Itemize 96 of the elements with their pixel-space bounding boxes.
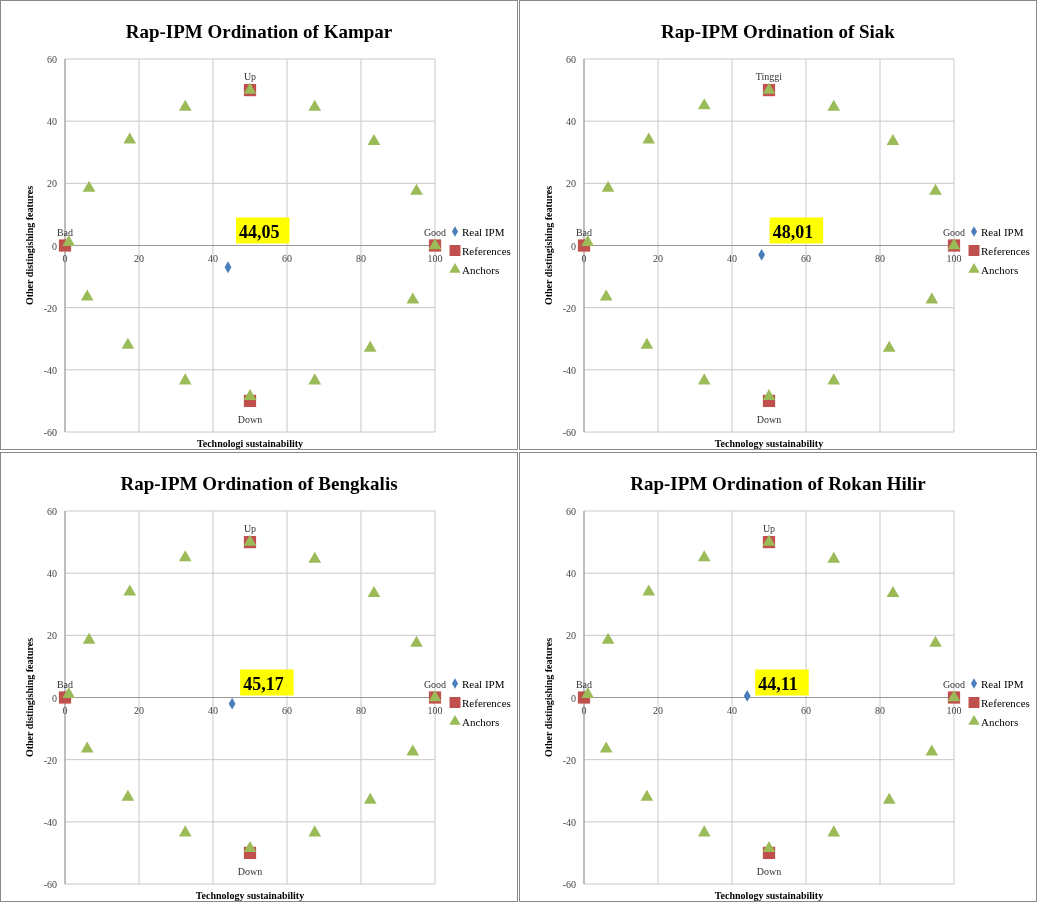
y-tick-label: 20 [566, 178, 576, 190]
x-tick-label: 40 [208, 252, 218, 264]
x-tick-label: 0 [581, 704, 587, 716]
annotation: Bad [56, 678, 74, 690]
x-tick-label: 20 [653, 704, 663, 716]
legend-label: References [981, 696, 1030, 709]
y-tick-label: -40 [562, 364, 576, 376]
chart-title: Rap-IPM Ordination of Kampar [125, 21, 393, 42]
x-tick-label: 60 [801, 704, 811, 716]
annotation: Down [756, 413, 782, 425]
legend-label: Real IPM [981, 677, 1024, 690]
y-tick-label: -60 [43, 879, 57, 890]
x-axis-title: Technologi sustainability [196, 438, 304, 449]
annotation: Good [942, 678, 966, 690]
x-axis-title: Technology sustainability [714, 438, 824, 449]
annotation: 48,01 [772, 221, 814, 242]
x-tick-label: 0 [62, 252, 68, 264]
x-tick-label: 40 [727, 704, 737, 716]
y-tick-label: 0 [52, 692, 57, 704]
annotation: Good [423, 226, 447, 238]
x-tick-label: 40 [208, 704, 218, 716]
chart-title: Rap-IPM Ordination of Bengkalis [120, 473, 398, 494]
chart-title: Rap-IPM Ordination of Siak [661, 21, 896, 42]
y-tick-label: -20 [562, 754, 576, 766]
y-tick-label: 40 [47, 116, 57, 128]
y-tick-label: -60 [562, 427, 576, 438]
x-tick-label: 80 [875, 704, 885, 716]
y-tick-label: -40 [562, 816, 576, 828]
annotation: Down [237, 865, 263, 877]
x-tick-label: 0 [62, 704, 68, 716]
legend-label: Real IPM [462, 225, 505, 238]
x-tick-label: 80 [356, 704, 366, 716]
y-tick-label: 40 [47, 568, 57, 580]
annotation: Up [762, 523, 776, 535]
x-tick-label: 100 [946, 704, 962, 716]
y-tick-label: 40 [566, 116, 576, 128]
x-tick-label: 60 [801, 252, 811, 264]
annotation: Bad [575, 226, 593, 238]
y-axis-title: Other distingishing features [24, 185, 35, 306]
y-axis-title: Other distingishing features [543, 637, 554, 758]
legend-label: Anchors [462, 715, 500, 728]
annotation: Up [243, 71, 257, 83]
annotation: Good [942, 226, 966, 238]
y-tick-label: 60 [566, 54, 576, 65]
x-axis-title: Technology sustainability [714, 890, 824, 901]
legend-label: References [981, 244, 1030, 257]
y-tick-label: 40 [566, 568, 576, 580]
y-tick-label: 0 [571, 240, 576, 252]
y-tick-label: 0 [52, 240, 57, 252]
x-axis-title: Technology sustainability [195, 890, 305, 901]
legend-label: Real IPM [981, 225, 1024, 238]
y-tick-label: 20 [566, 630, 576, 642]
x-tick-label: 20 [134, 704, 144, 716]
annotation: Tinggi [755, 71, 783, 83]
x-tick-label: 100 [946, 252, 962, 264]
annotation: Good [423, 678, 447, 690]
x-tick-label: 20 [653, 252, 663, 264]
x-tick-label: 80 [356, 252, 366, 264]
x-tick-label: 0 [581, 252, 587, 264]
y-tick-label: 60 [47, 54, 57, 65]
y-tick-label: -40 [43, 364, 57, 376]
y-tick-label: -60 [43, 427, 57, 438]
chart-title: Rap-IPM Ordination of Rokan Hilir [630, 473, 927, 494]
x-tick-label: 60 [282, 704, 292, 716]
annotation: Down [237, 413, 263, 425]
y-tick-label: 0 [571, 692, 576, 704]
legend-label: Anchors [462, 263, 500, 276]
x-tick-label: 80 [875, 252, 885, 264]
y-tick-label: 60 [47, 506, 57, 517]
y-tick-label: -40 [43, 816, 57, 828]
y-tick-label: 60 [566, 506, 576, 517]
y-tick-label: -20 [43, 754, 57, 766]
x-tick-label: 100 [427, 252, 443, 264]
legend-label: Anchors [981, 263, 1019, 276]
x-tick-label: 100 [427, 704, 443, 716]
annotation: Down [756, 865, 782, 877]
y-tick-label: -20 [562, 302, 576, 314]
y-tick-label: -60 [562, 879, 576, 890]
x-tick-label: 60 [282, 252, 292, 264]
y-tick-label: -20 [43, 302, 57, 314]
y-axis-title: Other distingishing features [24, 637, 35, 758]
annotation: Bad [575, 678, 593, 690]
y-tick-label: 20 [47, 178, 57, 190]
legend-label: Real IPM [462, 677, 505, 690]
legend-label: References [462, 696, 511, 709]
annotation: 44,05 [238, 221, 280, 242]
x-tick-label: 40 [727, 252, 737, 264]
y-tick-label: 20 [47, 630, 57, 642]
annotation: 44,11 [758, 673, 798, 694]
x-tick-label: 20 [134, 252, 144, 264]
annotation: Bad [56, 226, 74, 238]
legend-label: References [462, 244, 511, 257]
y-axis-title: Other distingishing features [543, 185, 554, 306]
annotation: 45,17 [243, 673, 284, 694]
legend-label: Anchors [981, 715, 1019, 728]
annotation: Up [243, 523, 257, 535]
